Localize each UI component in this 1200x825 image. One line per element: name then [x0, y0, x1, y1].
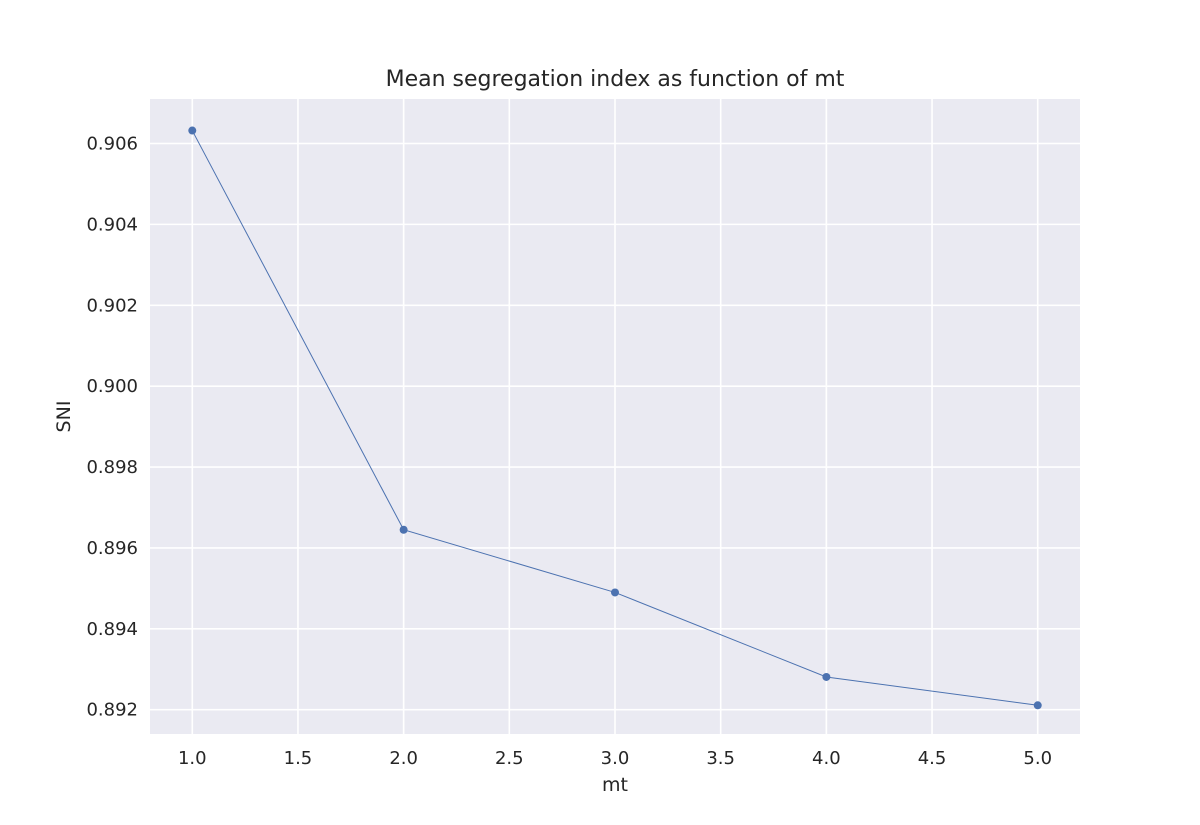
- x-tick-label: 3.5: [706, 748, 735, 769]
- y-tick-label: 0.906: [86, 133, 138, 154]
- y-axis-ticks: 0.892 0.894 0.896 0.898 0.900 0.902 0.904 0.906: [86, 133, 138, 720]
- y-tick-label: 0.896: [86, 538, 138, 559]
- data-point: [399, 525, 408, 534]
- x-tick-label: 1.5: [284, 748, 313, 769]
- x-tick-label: 3.0: [601, 748, 630, 769]
- x-axis-ticks: 1.0 1.5 2.0 2.5 3.0 3.5 4.0 4.5 5.0: [178, 748, 1052, 769]
- y-tick-label: 0.904: [86, 214, 138, 235]
- x-tick-label: 4.5: [918, 748, 947, 769]
- y-tick-label: 0.900: [86, 376, 138, 397]
- grid: [150, 99, 1080, 734]
- x-axis-label: mt: [602, 774, 628, 796]
- y-tick-label: 0.902: [86, 295, 138, 316]
- x-tick-label: 2.5: [495, 748, 524, 769]
- data-point: [822, 672, 831, 681]
- data-point: [611, 588, 619, 597]
- data-point: [1033, 701, 1042, 710]
- y-tick-label: 0.898: [86, 457, 138, 478]
- data-point: [188, 126, 197, 135]
- series-group: [188, 126, 1042, 710]
- x-tick-label: 2.0: [389, 748, 418, 769]
- x-tick-label: 4.0: [812, 748, 841, 769]
- y-axis-label: SNI: [53, 401, 75, 433]
- x-tick-label: 5.0: [1023, 748, 1052, 769]
- x-tick-label: 1.0: [178, 748, 207, 769]
- chart-title: Mean segregation index as function of mt: [386, 67, 845, 92]
- y-tick-label: 0.894: [86, 619, 138, 640]
- y-tick-label: 0.892: [86, 700, 138, 721]
